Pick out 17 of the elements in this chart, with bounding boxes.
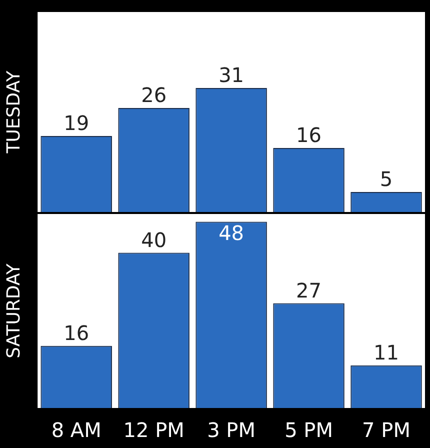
data-label: 16 bbox=[64, 321, 90, 346]
x-tick-label: 5 PM bbox=[284, 418, 333, 442]
data-label: 19 bbox=[64, 111, 90, 136]
y-axis-title: TUESDAY bbox=[3, 70, 24, 154]
data-label: 16 bbox=[296, 123, 322, 148]
data-label: 26 bbox=[141, 83, 167, 108]
data-label: 27 bbox=[296, 278, 322, 302]
y-axis-title: SATURDAY bbox=[3, 262, 24, 358]
data-label: 40 bbox=[141, 228, 167, 252]
data-label: 11 bbox=[374, 340, 399, 365]
x-tick-label: 3 PM bbox=[207, 418, 256, 442]
x-tick-label: 8 AM bbox=[51, 418, 102, 442]
data-label: 48 bbox=[218, 220, 244, 245]
data-label: 5 bbox=[380, 167, 393, 192]
x-tick-label: 12 PM bbox=[123, 418, 184, 442]
x-tick-label: 7 PM bbox=[362, 418, 410, 442]
data-label: 31 bbox=[218, 63, 244, 88]
